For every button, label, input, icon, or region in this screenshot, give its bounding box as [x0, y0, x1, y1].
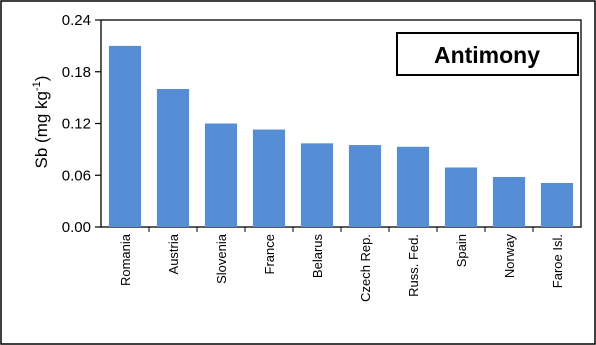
bar-spain: [444, 167, 478, 227]
x-tick-label: Austria: [166, 233, 181, 274]
chart-title: Antimony: [434, 42, 540, 68]
y-axis-ticks: 0.00 0.06 0.12 0.18 0.24: [62, 12, 101, 236]
bar-romania: [108, 45, 142, 228]
bars: [108, 45, 574, 228]
bar-faroe-isl: [540, 183, 574, 227]
x-tick-label: Czech Rep.: [358, 234, 373, 302]
x-tick-label: Spain: [454, 234, 469, 267]
y-axis-label-main: Sb (mg kg: [32, 91, 51, 168]
bar-slovenia: [204, 123, 238, 227]
x-tick-label: Belarus: [310, 234, 325, 279]
y-tick-label: 0.00: [62, 219, 91, 236]
chart-title-box: [396, 32, 579, 76]
y-axis-label: Sb (mg kg-1): [31, 76, 51, 169]
x-tick-label: Slovenia: [214, 233, 229, 284]
x-tick-label: Romania: [118, 233, 133, 286]
y-tick-label: 0.12: [62, 116, 91, 133]
plot-area: 0.00 0.06 0.12 0.18 0.24 Romania Austria Slove…: [62, 12, 582, 302]
x-axis-ticks: Romania Austria Slovenia France Belarus Czech…: [118, 227, 565, 302]
y-tick-label: 0.06: [62, 167, 91, 184]
y-axis-label-end: ): [32, 76, 51, 82]
bar-france: [252, 129, 286, 227]
bar-czech-rep: [348, 145, 382, 227]
x-tick-label: Russ. Fed.: [406, 234, 421, 297]
y-axis-label-superscript: -1: [31, 81, 43, 91]
bar-austria: [156, 89, 190, 227]
x-tick-label: Faroe Isl.: [550, 234, 565, 288]
x-tick-label: France: [262, 234, 277, 274]
y-tick-label: 0.18: [62, 64, 91, 81]
bar-norway: [492, 176, 526, 227]
bar-russ-fed: [396, 146, 430, 227]
x-tick-label: Norway: [502, 234, 517, 279]
y-tick-label: 0.24: [62, 12, 91, 29]
bar-belarus: [300, 143, 334, 227]
